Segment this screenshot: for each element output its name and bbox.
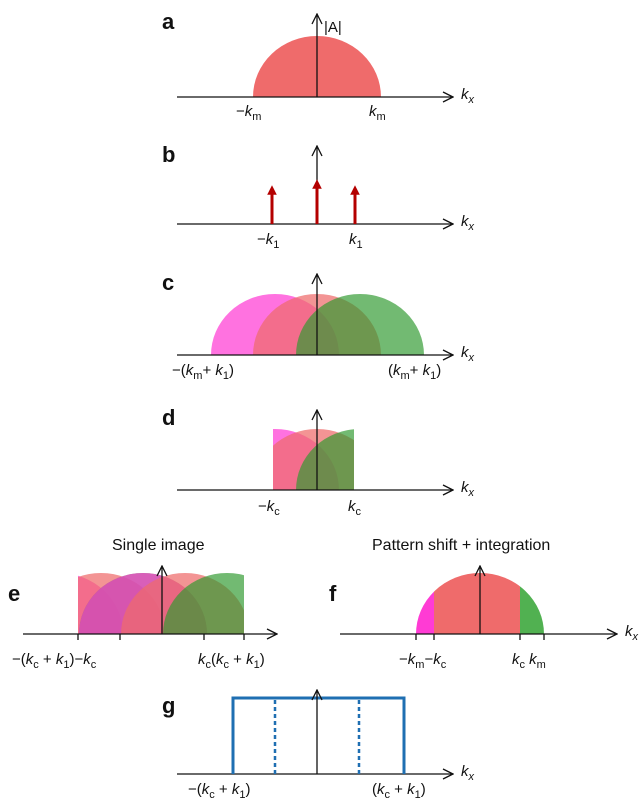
kx-label: kx xyxy=(461,344,475,364)
kx-label: kx xyxy=(461,86,475,106)
tick-neg-k1: −k1 xyxy=(257,231,279,251)
panel-b: b kx −k1 k1 xyxy=(162,142,475,251)
tick-neg-km-neg-kc: −km−kc xyxy=(399,651,447,671)
panel-letter-g: g xyxy=(162,693,175,718)
panel-f-title: Pattern shift + integration xyxy=(372,537,550,554)
panel-f: f Pattern shift + integration kx −km−kc … xyxy=(329,537,639,671)
image2-right-spectrum xyxy=(163,573,244,634)
panel-letter-d: d xyxy=(162,405,175,430)
tick-neg-kc-plus-k1: −(kc + k1) xyxy=(188,781,251,801)
tick-k1: k1 xyxy=(349,231,363,251)
panel-letter-e: e xyxy=(8,581,20,606)
tick-km: km xyxy=(369,103,386,123)
tick-km-plus-k1: (km+ k1) xyxy=(388,362,441,382)
kx-label: kx xyxy=(461,763,475,783)
tick-kc-kc-plus-k1: kc(kc + k1) xyxy=(198,651,265,671)
transfer-window xyxy=(231,696,406,774)
tick-neg-km-plus-k1: −(km+ k1) xyxy=(172,362,234,382)
tick-neg-km: −km xyxy=(236,103,261,123)
panel-e-title: Single image xyxy=(112,537,205,554)
tick-kc-plus-k1: (kc + k1) xyxy=(372,781,426,801)
amplitude-label: |A| xyxy=(324,19,342,36)
kx-label: kx xyxy=(461,479,475,499)
panel-a: a |A| kx −km km xyxy=(162,9,475,123)
panel-g: g kx −(kc + k1) (kc + k1) xyxy=(162,690,475,801)
right-shifted-spectrum xyxy=(296,294,424,355)
extended-right-band xyxy=(520,586,544,634)
panel-c: c kx −(km+ k1) (km+ k1) xyxy=(162,270,475,382)
panel-letter-f: f xyxy=(329,581,337,606)
kx-label: kx xyxy=(625,623,639,643)
tick-neg-kc: −kc xyxy=(258,498,280,518)
right-shifted-spectrum xyxy=(296,429,354,490)
panel-d: d kx −kc kc xyxy=(162,405,475,518)
panel-letter-a: a xyxy=(162,9,175,34)
panel-letter-b: b xyxy=(162,142,175,167)
extended-left-band xyxy=(416,591,434,634)
panel-letter-c: c xyxy=(162,270,174,295)
tick-kc-km: kc km xyxy=(512,651,546,671)
tick-neg-kc-plus-k1-neg-kc: −(kc + k1)−kc xyxy=(12,651,97,671)
panel-e: e Single image −(kc + k1)−kc kc(kc + k1) xyxy=(8,537,291,671)
central-band xyxy=(434,573,520,634)
tick-kc: kc xyxy=(348,498,362,518)
kx-label: kx xyxy=(461,213,475,233)
